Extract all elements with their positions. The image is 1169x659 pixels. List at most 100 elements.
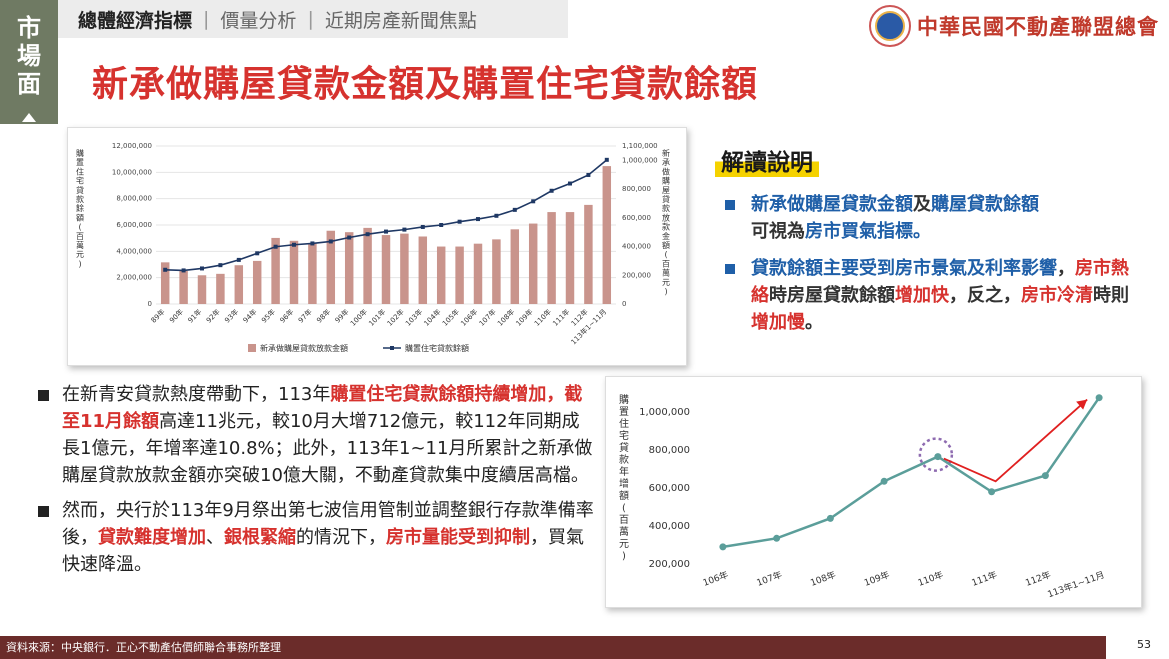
line-point	[512, 207, 517, 212]
highlight-circle	[918, 437, 954, 472]
arrow-head-icon	[1076, 399, 1088, 410]
x-tick-label: 102年	[385, 307, 406, 328]
y2-tick-label: 1,100,000	[622, 142, 658, 150]
growth-chart-svg: 200,000 400,000 600,000 800,000 1,000,000 106…	[619, 393, 1106, 600]
bar	[473, 243, 483, 304]
loan-chart: 0 2,000,000 4,000,000 6,000,000 8,000,000 10,…	[67, 127, 687, 366]
text-span: 貸款難度增加	[98, 527, 206, 548]
text-span: 增加慢	[751, 312, 805, 333]
x-tick-label: 98年	[315, 307, 333, 325]
y-tick-label: 8,000,000	[116, 195, 152, 203]
line-point	[218, 263, 223, 268]
y-tick-label: 200,000	[649, 559, 690, 570]
x-tick-label: 106年	[701, 569, 730, 589]
explanation-item: 新承做購屋貸款金額及購屋貸款餘額 可視為房市買氣指標。	[725, 191, 1135, 245]
x-tick-label: 105年	[440, 307, 461, 328]
text-span: ，買氣快速降溫。	[62, 527, 584, 575]
line-point	[568, 181, 572, 186]
nav-tab-macro[interactable]: 總體經濟指標	[78, 9, 193, 32]
x-tick-label: 91年	[186, 307, 204, 325]
y-tick-label: 2,000,000	[116, 274, 152, 282]
x-tick-label: 109年	[862, 569, 891, 589]
bar	[252, 260, 262, 304]
line-point	[255, 251, 260, 256]
line-point	[365, 232, 370, 237]
x-tick-label: 108年	[809, 569, 838, 589]
bar	[436, 246, 446, 304]
bar	[418, 236, 428, 304]
text-span: 銀根緊縮	[224, 527, 296, 548]
growth-chart: 200,000 400,000 600,000 800,000 1,000,000 106…	[605, 376, 1142, 608]
text-span: 房市熱絡	[751, 258, 1129, 306]
triangle-up-icon	[22, 113, 36, 122]
y-tick-label: 1,000,000	[639, 407, 690, 418]
bar	[602, 166, 612, 304]
legend-label: 購置住宅貸款餘額	[405, 343, 469, 353]
line-point	[826, 514, 834, 522]
x-tick-label: 94年	[241, 307, 259, 325]
y2-tick-label: 800,000	[622, 185, 651, 193]
section-nav: 總體經濟指標 | 價量分析 | 近期房產新聞焦點	[58, 0, 568, 38]
x-tick-label: 106年	[459, 307, 480, 328]
nav-tab-price-volume[interactable]: 價量分析	[220, 9, 297, 32]
source-footer: 資料來源：中央銀行．正心不動產估價師聯合事務所整理	[0, 636, 1106, 659]
line-point	[328, 239, 333, 244]
square-bullet-icon	[38, 390, 49, 401]
y2-axis-title: 新承做購屋貸款放款金額(百萬元)	[662, 148, 670, 296]
y-tick-label: 400,000	[649, 521, 690, 532]
text-span: 新承做購屋貸款金額	[751, 194, 913, 215]
y2-tick-label: 600,000	[622, 214, 651, 222]
bar	[234, 265, 244, 304]
bar	[510, 229, 520, 304]
bar	[492, 239, 501, 304]
bar	[197, 275, 207, 304]
square-bullet-icon	[38, 506, 49, 517]
line-point	[494, 213, 499, 218]
line-point	[200, 266, 204, 271]
x-tick-label: 111年	[970, 569, 999, 589]
y-tick-label: 800,000	[649, 445, 690, 456]
y2-tick-label: 0	[622, 300, 626, 308]
line-point	[1041, 472, 1049, 480]
bar	[308, 243, 317, 304]
text-span: 及	[913, 194, 931, 215]
bar	[547, 212, 556, 304]
text-span: 貸款餘額主要受到房市景氣及利率影響	[751, 258, 1057, 279]
line-point	[719, 543, 727, 551]
x-tick-label: 96年	[278, 307, 296, 325]
nav-tab-news[interactable]: 近期房產新聞焦點	[324, 9, 477, 32]
line-point	[457, 219, 462, 224]
text-span: 、	[206, 527, 224, 548]
x-tick-label: 107年	[477, 307, 498, 328]
line-point	[292, 242, 296, 247]
text-span: 可視為	[751, 221, 805, 242]
line-point	[988, 488, 996, 496]
text-span: ，反之，	[949, 285, 1021, 306]
x-tick-label: 89年	[149, 307, 167, 325]
y-tick-label: 600,000	[649, 483, 690, 494]
text-span: 然而，央行於113年9月祭出第七波信用管制並調整銀行存款準備率後，	[62, 500, 594, 548]
x-tick-label: 110年	[532, 307, 553, 328]
y-tick-label: 10,000,000	[112, 168, 152, 176]
line-point	[549, 188, 554, 193]
x-tick-label: 95年	[259, 307, 277, 325]
y-axis-title: 購置住宅貸款年增額(百萬元)	[619, 393, 629, 562]
text-span: 購置住宅貸款餘額持續增加，截至11月餘額	[62, 384, 583, 432]
page-title: 新承做購屋貸款金額及購置住宅貸款餘額	[92, 64, 759, 105]
legend-swatch	[390, 346, 394, 350]
page-number: 53	[1137, 638, 1151, 651]
y-tick-label: 12,000,000	[112, 142, 152, 150]
line-point	[604, 157, 609, 162]
y-tick-label: 4,000,000	[116, 247, 152, 255]
x-tick-label: 104年	[422, 307, 443, 328]
x-tick-label: 90年	[167, 307, 185, 325]
bar	[363, 227, 372, 304]
y2-tick-label: 200,000	[622, 271, 651, 279]
market-side-tag: 市 場 面	[0, 0, 58, 124]
nav-separator: |	[203, 8, 210, 30]
square-bullet-icon	[725, 200, 735, 210]
y2-tick-label: 400,000	[622, 243, 651, 251]
line-point	[310, 241, 315, 246]
bar	[584, 204, 593, 304]
x-tick-label: 108年	[495, 307, 516, 328]
